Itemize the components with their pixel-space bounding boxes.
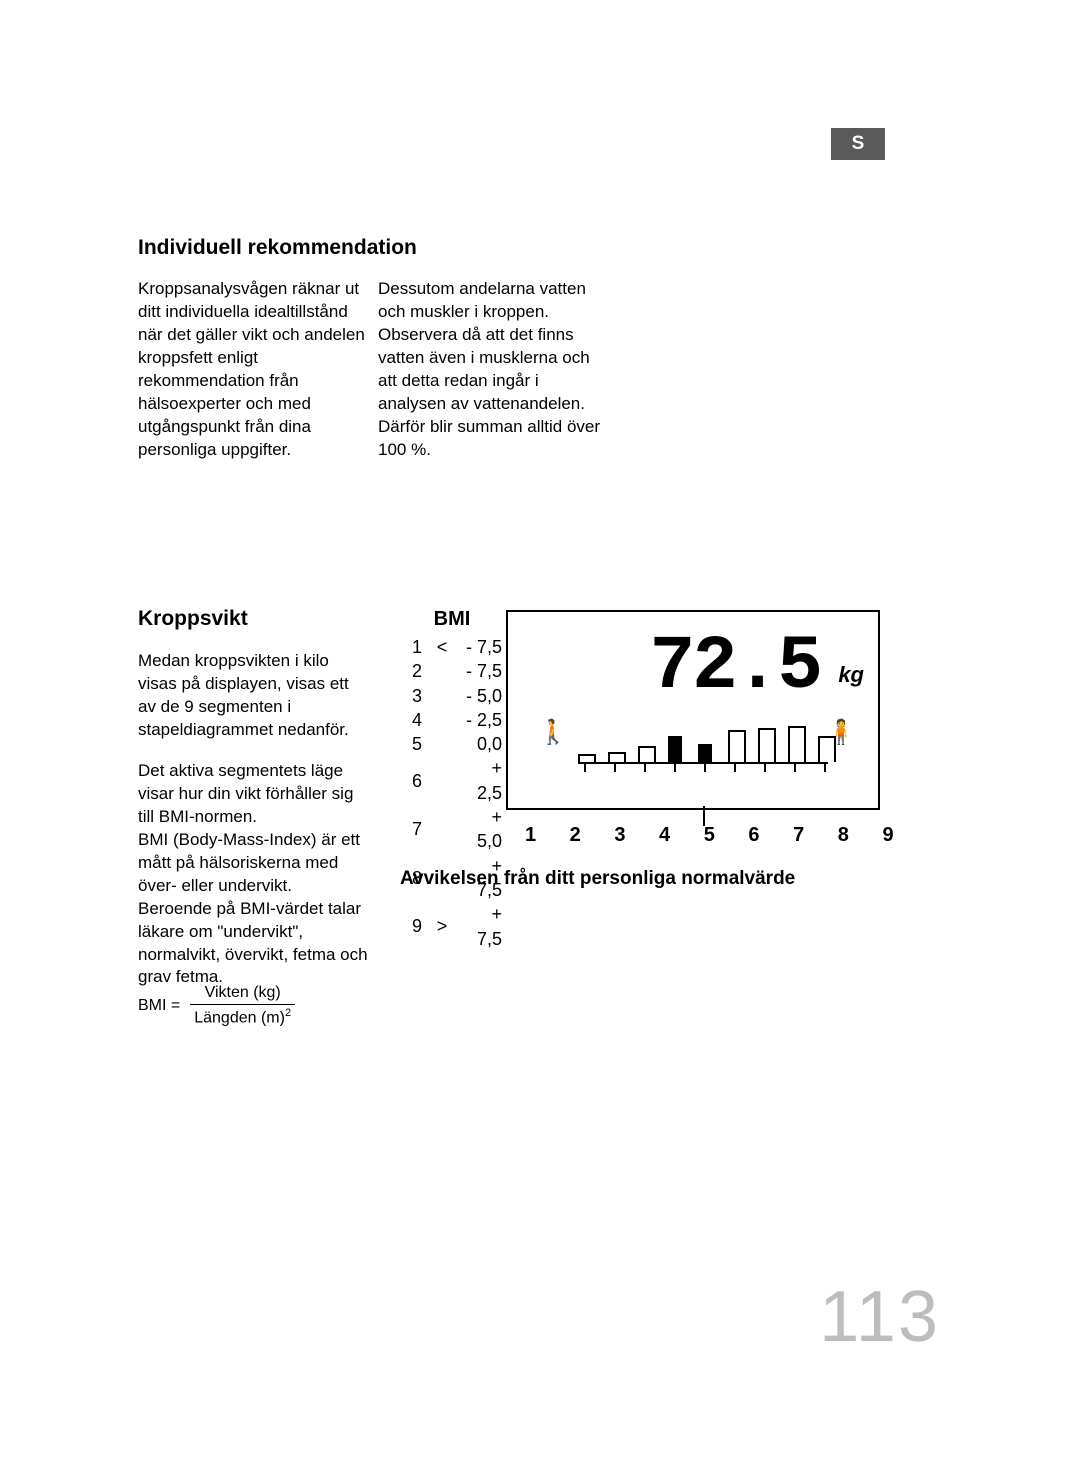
bmi-formula-label: BMI = (138, 997, 180, 1015)
bmi-table-row: 1<- 7,5 (398, 635, 506, 659)
bmi-table-row: 50,0 (398, 732, 506, 756)
bmi-table: BMI 1<- 7,52- 7,53- 5,04- 2,550,06+ 2,57… (398, 606, 506, 951)
bmi-formula: BMI = Vikten (kg) Längden (m)2 (138, 984, 295, 1027)
bar-segment (668, 736, 682, 762)
bar-tick (704, 762, 706, 772)
bar-tick (674, 762, 676, 772)
bar-axis-labels: 1 2 3 4 5 6 7 8 9 (525, 824, 908, 847)
section1-heading: Individuell rekommendation (138, 236, 417, 260)
section2-p2: Det aktiva segmentets läge visar hur din… (138, 760, 368, 989)
weight-unit: kg (838, 662, 864, 688)
section2-p1: Medan kroppsvikten i kilo visas på displ… (138, 650, 368, 742)
bmi-formula-denominator: Längden (m)2 (190, 1004, 295, 1027)
section1-col1: Kroppsanalysvågen räknar ut ditt individ… (138, 278, 368, 462)
bmi-table-row: 2- 7,5 (398, 659, 506, 683)
bmi-formula-numerator: Vikten (kg) (190, 984, 295, 1004)
bar-segment (728, 730, 746, 762)
selected-bar-pointer (703, 806, 705, 826)
bar-tick (734, 762, 736, 772)
bar-tick (764, 762, 766, 772)
section2-heading: Kroppsvikt (138, 607, 248, 631)
language-tab: S (831, 128, 885, 160)
section1-col2: Dessutom andelarna vatten och muskler i … (378, 278, 608, 462)
bmi-formula-denom-exp: 2 (285, 1007, 291, 1019)
bar-segment (788, 726, 806, 762)
bar-segment (578, 754, 596, 762)
bar-segment (758, 728, 776, 762)
bar-tick (584, 762, 586, 772)
bmi-bar-chart (578, 722, 828, 776)
bar-segment (818, 736, 836, 762)
weight-display: 72.5 kg 🚶 🧍 (506, 610, 880, 810)
bar-segment (698, 744, 712, 762)
display-caption: Avvikelsen från ditt personliga normalvä… (400, 868, 795, 890)
bmi-table-row: 4- 2,5 (398, 708, 506, 732)
bar-segment (638, 746, 656, 762)
bmi-formula-denom-text: Längden (m) (194, 1009, 285, 1026)
bmi-table-row: 9>+ 7,5 (398, 902, 506, 951)
bar-tick (824, 762, 826, 772)
bar-tick (614, 762, 616, 772)
bar-tick (794, 762, 796, 772)
bmi-table-row: 6+ 2,5 (398, 756, 506, 805)
bar-tick (644, 762, 646, 772)
weight-value: 72.5 (650, 624, 820, 710)
bmi-table-row: 3- 5,0 (398, 684, 506, 708)
page-number: 113 (819, 1276, 940, 1358)
bar-segment (608, 752, 626, 762)
bmi-table-row: 7+ 5,0 (398, 805, 506, 854)
bmi-table-title: BMI (398, 606, 506, 633)
thin-person-icon: 🚶 (538, 718, 568, 747)
